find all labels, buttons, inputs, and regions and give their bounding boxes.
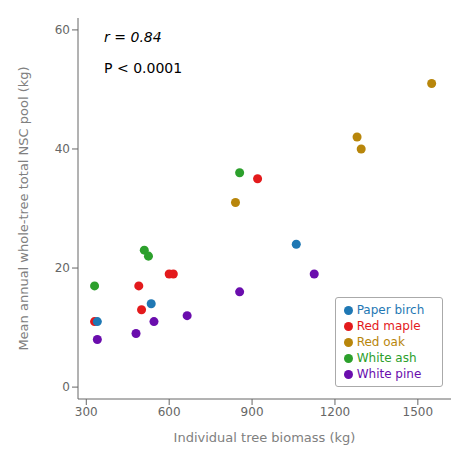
svg-text:40: 40 [55, 142, 70, 156]
html-text:White pine: White pine [356, 367, 422, 382]
svg-text:300: 300 [75, 405, 98, 419]
svg-text:Mean annual whole-tree total N: Mean annual whole-tree total NSC pool (k… [16, 66, 31, 350]
svg-text:20: 20 [55, 261, 70, 275]
html-text:White ash: White ash [356, 351, 417, 366]
svg-text:1500: 1500 [403, 405, 434, 419]
svg-text:Individual tree biomass (kg): Individual tree biomass (kg) [174, 430, 356, 445]
svg-text:600: 600 [158, 405, 181, 419]
html-text:P < 0.0001: P < 0.0001 [104, 59, 183, 76]
html-text:Paper birch: Paper birch [356, 303, 425, 318]
html-text:Red oak: Red oak [356, 335, 405, 350]
html-text:r = 0.84: r = 0.84 [104, 29, 162, 46]
html-text:Red maple: Red maple [356, 319, 421, 334]
svg-text:60: 60 [55, 23, 70, 37]
svg-text:0: 0 [62, 380, 70, 394]
svg-text:900: 900 [241, 405, 264, 419]
svg-text:1200: 1200 [320, 405, 351, 419]
